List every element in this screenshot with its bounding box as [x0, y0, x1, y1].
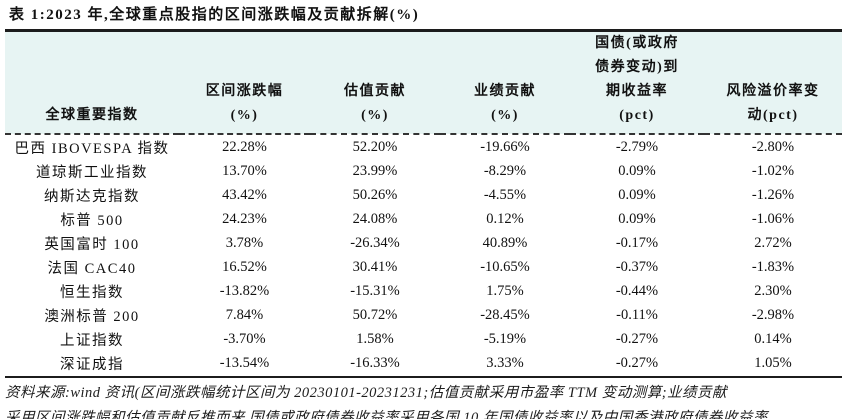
value-cell: -1.83%	[751, 259, 795, 276]
value-cell: 0.09%	[618, 210, 656, 227]
col-header-risk-premium: 风险溢价率变 动(pct)	[704, 30, 842, 135]
value-cell: -26.34%	[350, 234, 400, 251]
table-row: 英国富时 100 3.78% -26.34% 40.89% -0.17% 2.7…	[5, 231, 842, 255]
value-cell: -1.26%	[751, 186, 795, 203]
source-footnote: 资料来源:wind 资讯(区间涨跌幅统计区间为 20230101-2023123…	[5, 381, 849, 419]
value-cell: 0.09%	[618, 162, 656, 179]
footnote-line-1: 资料来源:wind 资讯(区间涨跌幅统计区间为 20230101-2023123…	[5, 384, 728, 401]
value-cell: -4.55%	[483, 186, 527, 203]
value-cell: 3.78%	[225, 234, 264, 251]
value-cell: 24.23%	[222, 210, 267, 227]
value-cell: 24.08%	[352, 210, 398, 227]
value-cell: 50.72%	[352, 307, 398, 324]
index-name-cell: 标普 500	[60, 212, 124, 229]
value-cell: 22.28%	[222, 138, 267, 155]
value-cell: -0.37%	[615, 259, 659, 276]
col-header-valuation-contrib: 估值贡献 (%)	[310, 30, 440, 135]
col-header-earnings-contrib: 业绩贡献 (%)	[440, 30, 570, 135]
index-name-cell: 道琼斯工业指数	[36, 164, 148, 181]
index-name-cell: 英国富时 100	[44, 236, 140, 253]
value-cell: 50.26%	[352, 186, 398, 203]
value-cell: 0.09%	[618, 186, 656, 203]
table-header: 全球重要指数 区间涨跌幅 (%) 估值贡献 (%) 业绩贡献 (%) 国债(或政…	[5, 30, 842, 135]
value-cell: 1.75%	[486, 283, 524, 300]
index-name-cell: 纳斯达克指数	[44, 188, 140, 205]
value-cell: -28.45%	[480, 307, 530, 324]
col-header-bond-yield: 国债(或政府 债券变动)到 期收益率 (pct)	[570, 30, 704, 135]
footnote-line-2: 采用区间涨跌幅和估值贡献反推而来,国债或政府债券收益率采用各国 10 年国债收益…	[5, 409, 768, 419]
value-cell: 1.58%	[356, 331, 394, 348]
value-cell: 1.05%	[704, 351, 842, 378]
table-row: 恒生指数 -13.82% -15.31% 1.75% -0.44% 2.30%	[5, 280, 842, 304]
value-cell: -0.27%	[615, 331, 659, 348]
table-row: 巴西 IBOVESPA 指数 22.28% 52.20% -19.66% -2.…	[5, 134, 842, 159]
value-cell: -2.98%	[751, 307, 795, 324]
value-cell: -0.11%	[616, 307, 658, 324]
value-cell: 16.52%	[222, 259, 267, 276]
value-cell: -13.82%	[219, 283, 270, 300]
table-row: 纳斯达克指数 43.42% 50.26% -4.55% 0.09% -1.26%	[5, 183, 842, 207]
value-cell: 2.30%	[754, 283, 792, 300]
value-cell: -15.31%	[350, 283, 400, 300]
value-cell: -0.27%	[570, 351, 704, 378]
value-cell: 40.89%	[482, 234, 528, 251]
value-cell: 43.42%	[222, 186, 267, 203]
table-row: 标普 500 24.23% 24.08% 0.12% 0.09% -1.06%	[5, 207, 842, 231]
index-name-cell: 巴西 IBOVESPA 指数	[14, 140, 170, 157]
value-cell: -0.17%	[615, 234, 659, 251]
index-name-cell: 上证指数	[60, 333, 124, 350]
col-header-index-name: 全球重要指数	[5, 30, 179, 135]
value-cell: -1.06%	[751, 210, 795, 227]
index-name-cell: 澳洲标普 200	[44, 309, 140, 326]
value-cell: -1.02%	[751, 162, 795, 179]
table-row: 法国 CAC40 16.52% 30.41% -10.65% -0.37% -1…	[5, 255, 842, 279]
value-cell: -2.80%	[751, 138, 795, 155]
table-row: 澳洲标普 200 7.84% 50.72% -28.45% -0.11% -2.…	[5, 304, 842, 328]
value-cell: -19.66%	[480, 138, 530, 155]
indices-contribution-table: 全球重要指数 区间涨跌幅 (%) 估值贡献 (%) 业绩贡献 (%) 国债(或政…	[5, 29, 842, 378]
value-cell: 30.41%	[352, 259, 398, 276]
value-cell: 3.33%	[440, 351, 570, 378]
value-cell: -5.19%	[483, 331, 527, 348]
value-cell: -8.29%	[483, 162, 527, 179]
table-row: 道琼斯工业指数 13.70% 23.99% -8.29% 0.09% -1.02…	[5, 159, 842, 183]
value-cell: -13.54%	[179, 351, 310, 378]
col-header-interval-change: 区间涨跌幅 (%)	[179, 30, 310, 135]
value-cell: 23.99%	[352, 162, 398, 179]
index-name-cell: 恒生指数	[60, 285, 124, 302]
header-row: 全球重要指数 区间涨跌幅 (%) 估值贡献 (%) 业绩贡献 (%) 国债(或政…	[5, 30, 842, 135]
value-cell: 52.20%	[352, 138, 398, 155]
value-cell: 2.72%	[754, 234, 792, 251]
table-row: 深证成指 -13.54% -16.33% 3.33% -0.27% 1.05%	[5, 351, 842, 378]
value-cell: 13.70%	[222, 162, 267, 179]
value-cell: 0.12%	[486, 210, 524, 227]
value-cell: 7.84%	[225, 307, 264, 324]
value-cell: 0.14%	[754, 331, 792, 348]
index-name-cell: 深证成指	[5, 351, 179, 378]
value-cell: -0.44%	[615, 283, 659, 300]
value-cell: -10.65%	[480, 259, 530, 276]
table-row: 上证指数 -3.70% 1.58% -5.19% -0.27% 0.14%	[5, 328, 842, 352]
index-name-cell: 法国 CAC40	[47, 261, 137, 278]
value-cell: -2.79%	[615, 138, 659, 155]
value-cell: -16.33%	[310, 351, 440, 378]
table-title: 表 1:2023 年,全球重点股指的区间涨跌幅及贡献拆解(%)	[9, 7, 420, 23]
table-body: 巴西 IBOVESPA 指数 22.28% 52.20% -19.66% -2.…	[5, 134, 842, 378]
value-cell: -3.70%	[223, 331, 266, 348]
